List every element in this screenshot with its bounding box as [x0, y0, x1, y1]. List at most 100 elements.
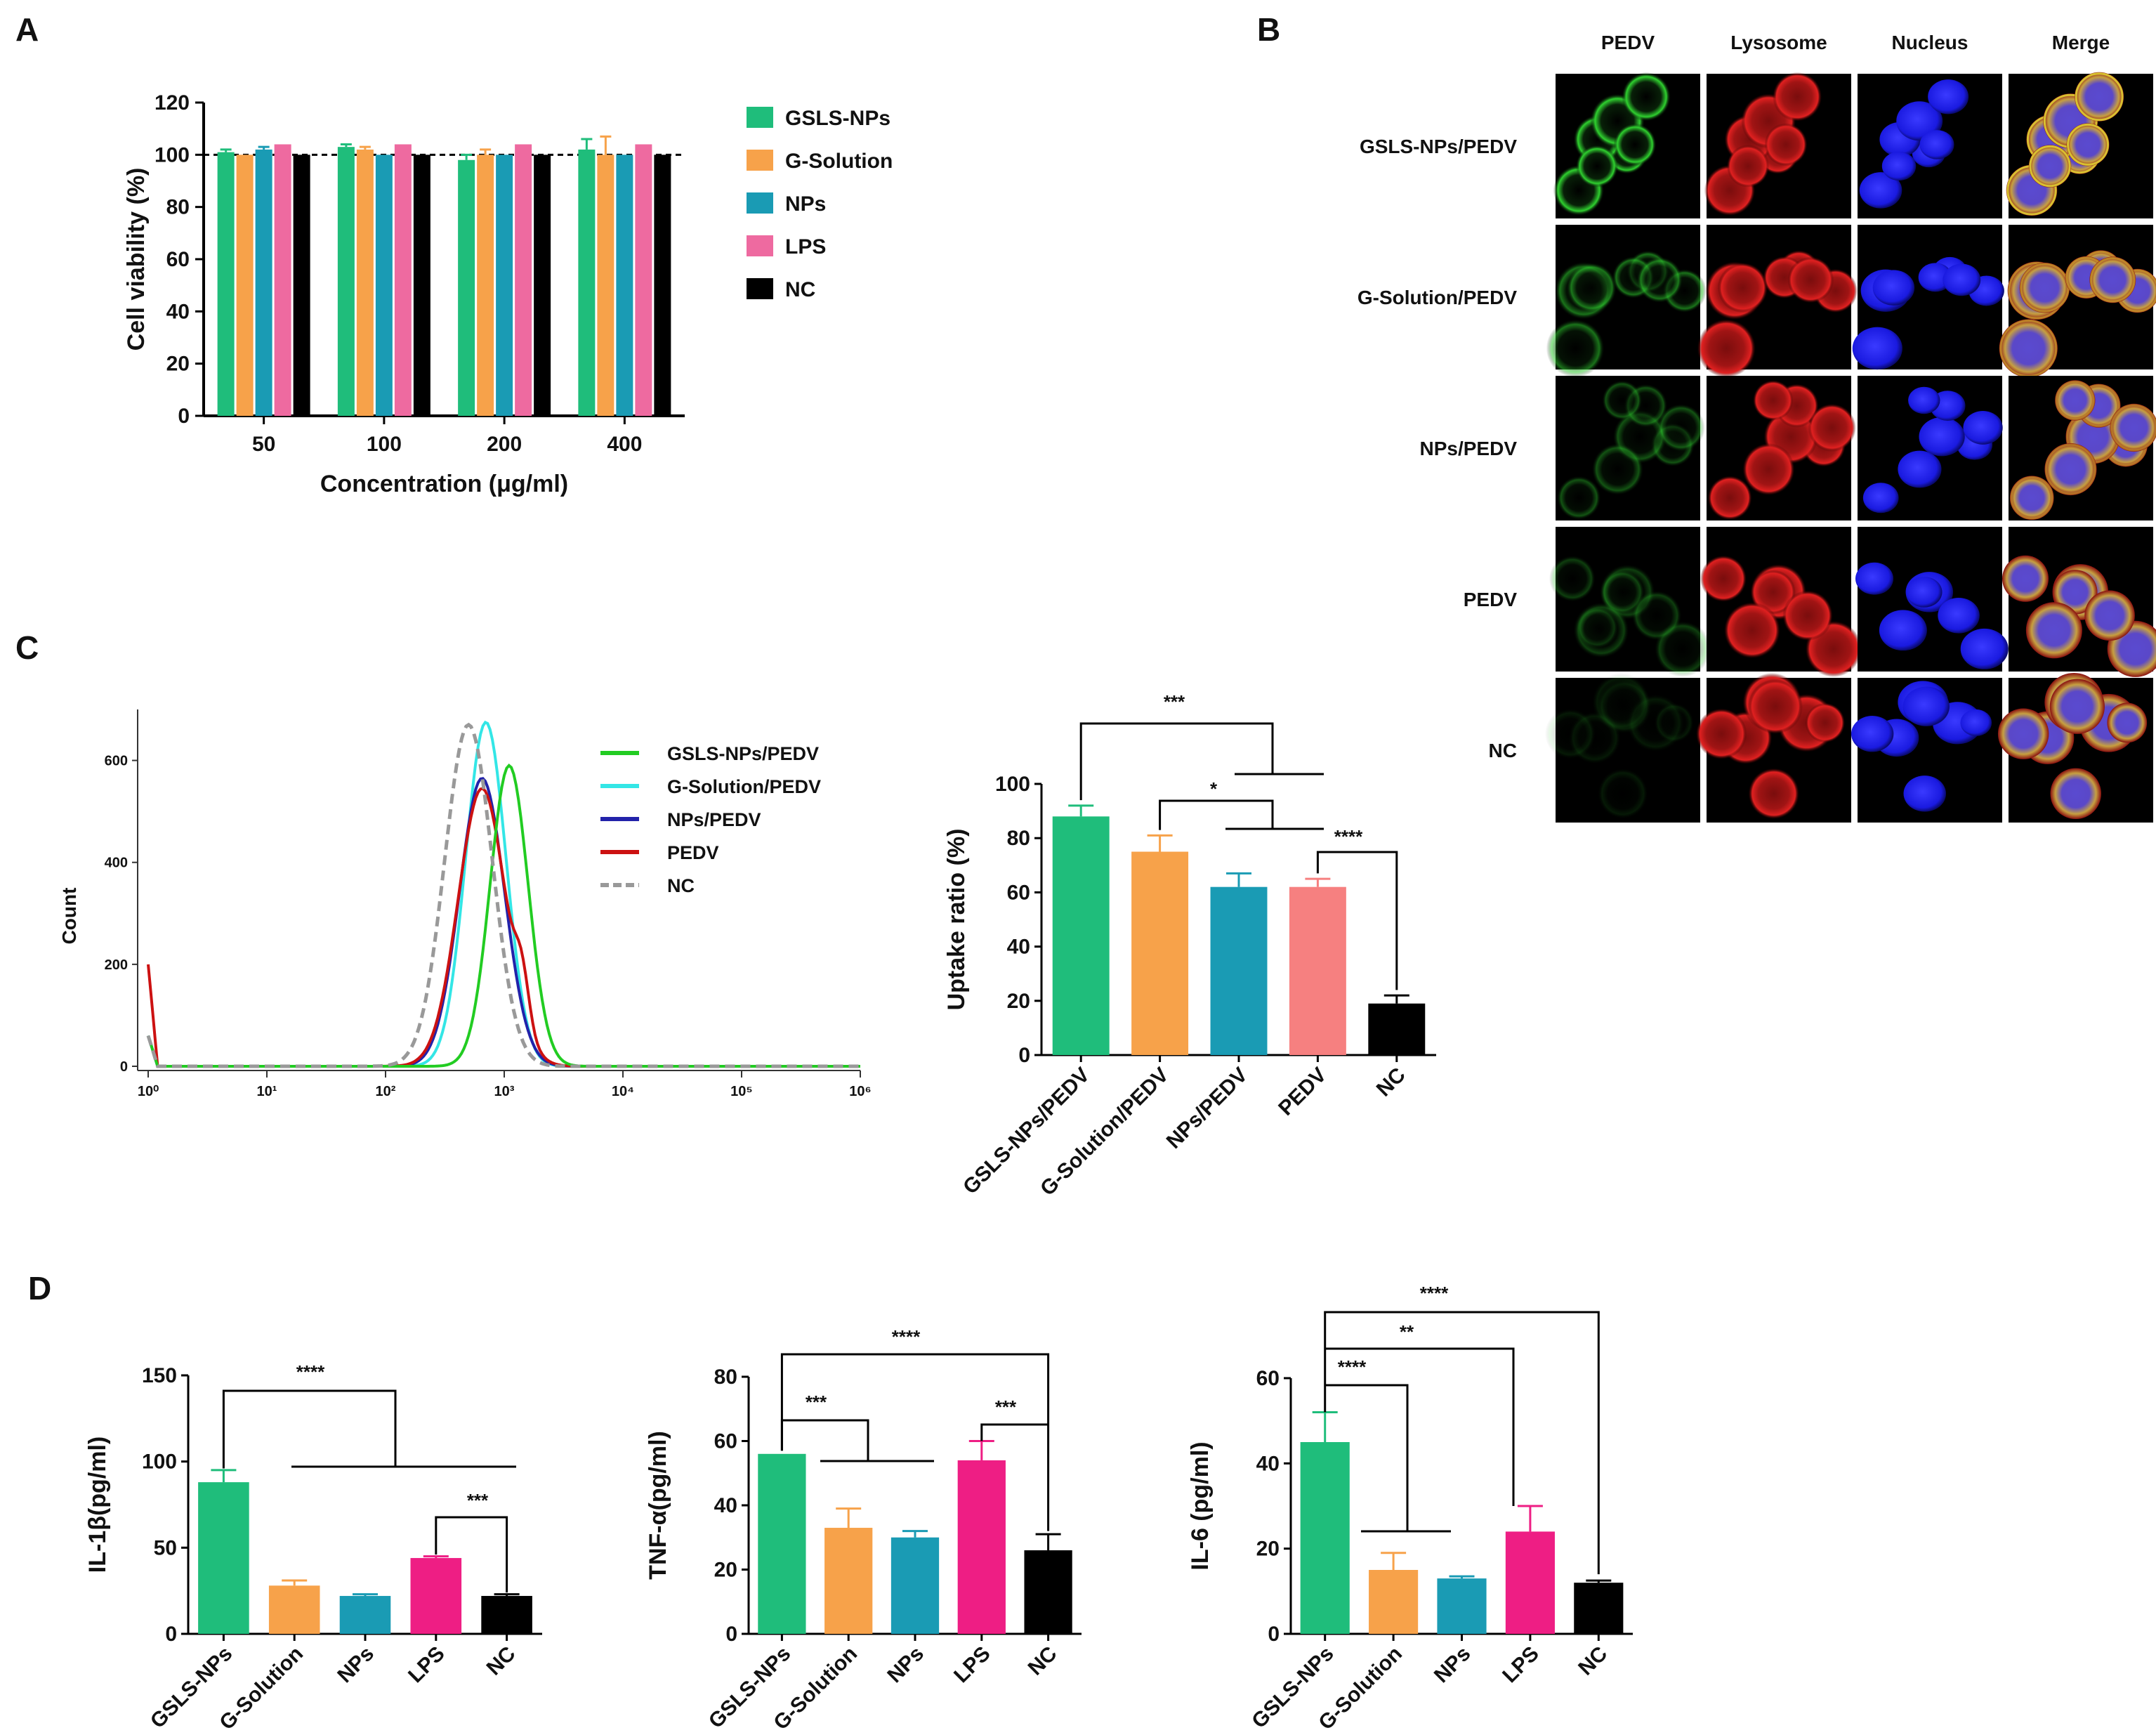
pedv-signal: [1549, 555, 1596, 602]
legend-swatch: [747, 150, 773, 171]
bar: [758, 1453, 806, 1634]
legend-label: NPs/PEDV: [667, 809, 761, 830]
nucleus-signal: [1903, 775, 1946, 812]
lysosome-signal: [1773, 72, 1822, 122]
nucleus-signal: [1919, 417, 1965, 457]
lysosome-signal: [1697, 319, 1756, 378]
y-axis-title: IL-6 (pg/ml): [1187, 1441, 1214, 1570]
y-tick-label: 40: [1007, 936, 1030, 959]
significance-bracket: [1159, 799, 1274, 830]
significance-label: **: [1400, 1321, 1414, 1342]
pedv-signal: [1591, 443, 1644, 496]
y-tick-label: 60: [1256, 1367, 1280, 1390]
bar: [616, 155, 633, 417]
y-axis-title: IL-1β(pg/ml): [84, 1436, 111, 1573]
legend-label: PEDV: [667, 842, 719, 863]
bar: [410, 1558, 462, 1634]
pedv-signal: [1631, 590, 1682, 641]
uptake-ratio-chart: 020406080100GSLS-NPs/PEDVG-Solution/PEDV…: [943, 691, 1436, 1200]
legend-label: NPs: [785, 192, 826, 216]
pedv-signal: [1544, 708, 1596, 759]
nucleus-signal: [1879, 610, 1927, 651]
x-tick-label: NC: [1574, 1642, 1612, 1680]
bar: [515, 144, 532, 416]
y-tick-label: 40: [1256, 1452, 1280, 1475]
legend-label: GSLS-NPs: [785, 107, 890, 130]
y-tick-label: 40: [714, 1494, 737, 1517]
merge-colocalization: [2055, 380, 2095, 421]
merge-signal: [2107, 702, 2148, 743]
significance-label: ***: [1164, 691, 1185, 712]
nucleus-signal: [1963, 411, 2003, 445]
merge-signal: [2019, 262, 2070, 313]
y-tick-label: 50: [154, 1536, 177, 1559]
bar: [1505, 1531, 1555, 1634]
flow-series-line: [146, 722, 860, 1068]
significance-label: ***: [995, 1396, 1017, 1418]
pedv-signal: [1597, 768, 1648, 820]
merge-signal: [2055, 380, 2096, 421]
row-label: G-Solution/PEDV: [1358, 287, 1517, 308]
merge-signal: [2050, 768, 2101, 820]
bar: [1437, 1578, 1487, 1634]
pedv-signal: [1566, 262, 1617, 313]
lysosome-signal: [1695, 708, 1747, 759]
bar: [236, 155, 254, 417]
legend-label: GSLS-NPs/PEDV: [667, 743, 819, 764]
x-tick-label: LPS: [949, 1642, 995, 1688]
significance-bracket: [435, 1516, 508, 1593]
lysosome-signal: [1782, 590, 1833, 641]
x-tick-label: NC: [482, 1642, 520, 1680]
bar: [458, 159, 475, 416]
x-tick-label: 200: [487, 433, 522, 456]
merge-signal: [2009, 476, 2054, 520]
nucleus-signal: [1855, 562, 1894, 595]
x-tick-label: 10³: [494, 1084, 515, 1099]
nucleus-signal: [1960, 709, 1992, 736]
legend-label: LPS: [785, 235, 826, 258]
merge-colocalization: [2010, 476, 2054, 520]
bar: [635, 144, 652, 416]
row-label: NPs/PEDV: [1420, 438, 1518, 459]
pedv-signal: [1575, 145, 1619, 188]
nucleus-signal: [1928, 79, 1969, 114]
lysosome-signal: [1707, 476, 1752, 520]
legend-swatch: [747, 278, 773, 299]
lysosome-signal: [1742, 443, 1795, 496]
pedv-signal: [1600, 570, 1645, 615]
bar: [337, 147, 355, 416]
y-tick-label: 0: [178, 405, 190, 428]
x-tick-label: NPs/PEDV: [1162, 1063, 1252, 1153]
x-tick-label: 10⁶: [849, 1084, 871, 1099]
y-axis-title: Uptake ratio (%): [943, 829, 970, 1011]
panel-label-c: C: [15, 629, 39, 666]
nucleus-signal: [1881, 151, 1917, 181]
significance-bracket: [1325, 1347, 1515, 1506]
pedv-signal: [1546, 319, 1605, 378]
legend-label: NC: [785, 278, 815, 301]
pedv-signal: [1657, 403, 1705, 452]
lysosome-signal: [1723, 602, 1780, 659]
bar: [1368, 1003, 1426, 1055]
significance-bracket: [780, 1353, 1050, 1531]
nucleus-signal: [1862, 483, 1899, 513]
bar: [1024, 1550, 1072, 1634]
significance-bracket: [1324, 1311, 1600, 1575]
significance-label: ****: [296, 1361, 325, 1382]
bar: [293, 155, 310, 417]
y-tick-label: 100: [155, 143, 190, 166]
merge-signal: [2044, 443, 2097, 496]
y-tick-label: 600: [105, 754, 128, 769]
merge-colocalization: [2110, 404, 2156, 452]
panel-label-d: D: [28, 1270, 51, 1307]
merge-signal: [2075, 72, 2124, 122]
significance-bracket: [780, 1419, 869, 1461]
y-tick-label: 200: [105, 957, 128, 973]
significance-bracket: [980, 1423, 1049, 1441]
x-tick-label: NPs: [883, 1642, 928, 1688]
legend-swatch: [747, 235, 773, 256]
panel-label-a: A: [15, 11, 39, 48]
nucleus-signal: [1859, 172, 1902, 209]
bar: [496, 155, 513, 417]
